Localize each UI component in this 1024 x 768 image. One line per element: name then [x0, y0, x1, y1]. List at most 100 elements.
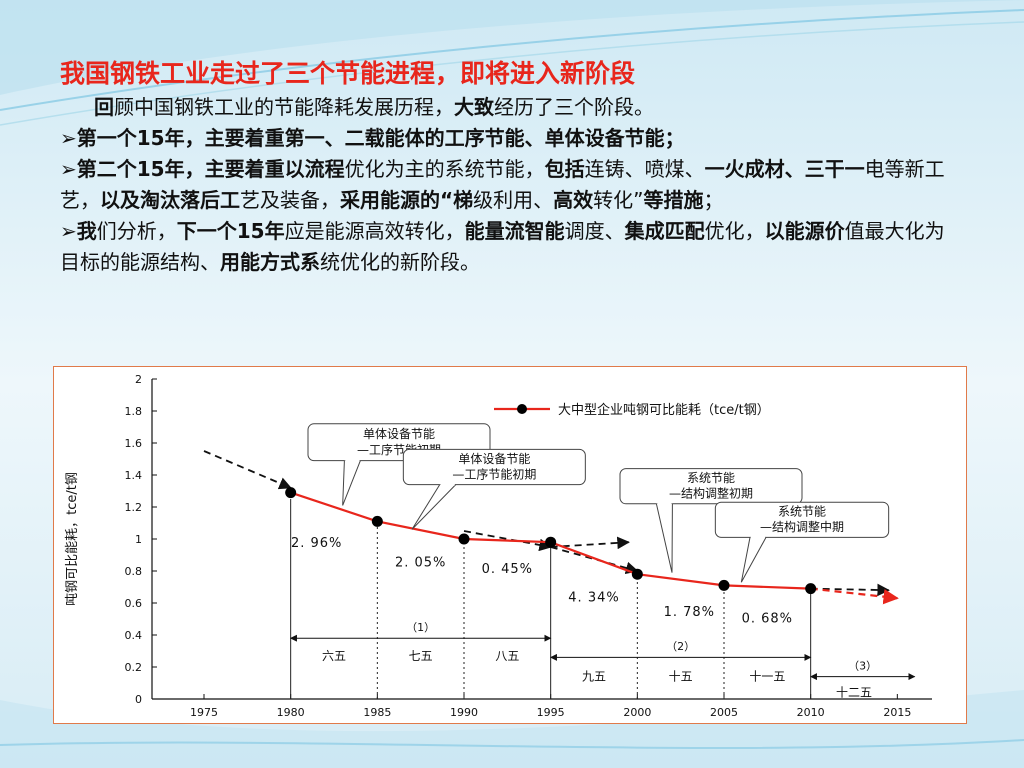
slide-body: 回顾中国钢铁工业的节能降耗发展历程，大致经历了三个阶段。 ➢第一个15年，主要着… [60, 92, 960, 278]
y-tick-label: 0.4 [125, 629, 143, 642]
series-forecast-line [810, 587, 899, 605]
callout-subtitle: —工序节能初期 [452, 466, 536, 481]
trend-arrow [203, 450, 292, 490]
five-year-plan-label: 十一五 [749, 670, 785, 684]
five-year-plan-label: 七五 [409, 649, 433, 663]
y-tick-label: 0.2 [125, 661, 143, 674]
x-tick-label: 2000 [623, 706, 651, 719]
bullet-2-bold-2: 包括 [544, 157, 585, 181]
rate-label: 0. 68% [742, 611, 793, 626]
callout-box [714, 501, 890, 538]
x-tick-label: 1995 [537, 706, 565, 719]
callout-title: 系统节能 [687, 471, 735, 485]
data-point [545, 536, 557, 548]
chart-frame: 0 0.2 0.4 0.6 0.8 1 1.2 1.4 1.6 1.8 2 1975 1980 1985 1… [53, 366, 967, 724]
x-tick-label: 1990 [450, 706, 478, 719]
bullet-1: ➢第一个15年，主要着重第一、二载能体的工序节能、单体设备节能； [60, 123, 960, 154]
intro-bold-2: 大致 [454, 95, 494, 119]
slide-title: 我国钢铁工业走过了三个节能进程，即将进入新阶段 [60, 59, 636, 88]
five-year-plan-label: 十五 [669, 670, 693, 684]
y-tick-label: 1.2 [125, 501, 143, 514]
period-label: （1） [406, 621, 435, 634]
data-point [631, 568, 643, 580]
callout-pointer [740, 537, 767, 583]
bullet-2-text-5: 级利用、 [473, 188, 554, 212]
bullet-arrow-icon: ➢ [60, 219, 77, 243]
y-tick-label: 0.8 [125, 565, 143, 578]
x-tick-label: 2015 [883, 706, 911, 719]
rate-label: 2. 05% [395, 555, 446, 570]
callout-pointer [655, 503, 673, 573]
bullet-3-bold-2: 下一个15年 [176, 219, 285, 243]
bullet-3-bold-5: 以能源价 [764, 219, 845, 243]
bullet-2-bold-1: 第二个15年，主要着重以流程 [76, 157, 345, 181]
x-tick-label: 1980 [277, 706, 305, 719]
y-tick-label: 1 [135, 533, 142, 546]
five-year-plan-label: 十二五 [836, 686, 872, 700]
rate-label: 0. 45% [482, 562, 533, 577]
x-tick-label: 1985 [363, 706, 391, 719]
callout-subtitle: —结构调整中期 [760, 519, 844, 534]
y-tick-label: 1.6 [125, 437, 143, 450]
bullet-3-bold-3: 能量流智能 [464, 219, 565, 243]
rate-label: 2. 96% [291, 536, 342, 551]
x-tick-label: 2010 [797, 706, 825, 719]
callout-box [402, 448, 586, 486]
y-tick-label: 1.4 [125, 469, 143, 482]
bullet-2-bold-6: 高效 [553, 188, 594, 212]
y-axis-title: 吨钢可比能耗，tce/t钢 [65, 472, 80, 606]
bullet-arrow-icon: ➢ [60, 126, 77, 150]
legend-marker [517, 404, 527, 414]
data-point [718, 579, 730, 591]
bullet-2-text-6: 转化” [593, 188, 644, 212]
x-tick-label: 2005 [710, 706, 738, 719]
callout-title: 单体设备节能 [458, 452, 530, 466]
five-year-plan-label: 八五 [495, 649, 519, 663]
callout-pointer [342, 460, 361, 506]
data-point [285, 487, 297, 499]
trend-arrow [810, 583, 890, 597]
bullet-3-bold-6: 用能方式系 [220, 250, 320, 274]
bullet-2-text-3: 电等新工艺， [60, 157, 945, 212]
bullet-2-text-1: 优化为主的系统节能， [344, 157, 545, 181]
y-tick-label: 0.6 [125, 597, 143, 610]
bullet-arrow-icon: ➢ [60, 157, 77, 181]
y-tick-label: 0 [135, 693, 142, 706]
callout-subtitle: —结构调整初期 [669, 485, 753, 500]
intro-text: 顾中国钢铁工业的节能降耗发展历程， [114, 95, 454, 119]
bullet-3: ➢我们分析，下一个15年应是能源高效转化，能量流智能调度、集成匹配优化，以能源价… [60, 216, 960, 278]
intro-text-2: 经历了三个阶段。 [494, 95, 654, 119]
y-tick-label: 2 [135, 373, 142, 386]
rate-label: 4. 34% [568, 591, 619, 606]
bullet-3-text-1: 们分析， [96, 219, 177, 243]
bullet-3-bold-1: 我 [76, 219, 97, 243]
bullet-3-text-4: 优化， [704, 219, 765, 243]
period-label: （3） [848, 659, 877, 672]
bullet-2-text-7: ； [703, 188, 724, 212]
rate-label: 1. 78% [664, 605, 715, 620]
five-year-plan-label: 六五 [322, 649, 346, 663]
data-point [458, 533, 470, 545]
bullet-2: ➢第二个15年，主要着重以流程优化为主的系统节能，包括连铸、喷煤、一火成材、三干… [60, 154, 960, 216]
five-year-plan-label: 九五 [582, 670, 606, 684]
bullet-3-bold-4: 集成匹配 [624, 219, 705, 243]
energy-consumption-chart: 0 0.2 0.4 0.6 0.8 1 1.2 1.4 1.6 1.8 2 1975 1980 1985 1… [65, 373, 932, 719]
bullet-1-text: 第一个15年，主要着重第一、二载能体的工序节能、单体设备节能； [76, 126, 685, 150]
callout-title: 系统节能 [778, 505, 826, 519]
callout-box [619, 468, 803, 505]
data-point [805, 583, 817, 595]
bullet-2-bold-3: 一火成材、三干一 [704, 157, 865, 181]
x-tick-label: 1975 [190, 706, 218, 719]
intro-paragraph: 回顾中国钢铁工业的节能降耗发展历程，大致经历了三个阶段。 [60, 92, 960, 123]
data-point [371, 515, 383, 527]
bullet-3-text-2: 应是能源高效转化， [284, 219, 465, 243]
trend-arrow [550, 546, 639, 575]
bullet-2-bold-4: 以及淘汰落后工 [100, 188, 240, 212]
callout-title: 单体设备节能 [363, 427, 435, 441]
bullet-3-text-6: 统优化的新阶段。 [320, 250, 480, 274]
intro-bold: 回 [94, 95, 114, 119]
bullet-2-bold-7: 等措施 [643, 188, 704, 212]
bullet-2-bold-5: 采用能源的“梯 [340, 188, 474, 212]
callout-pointer [411, 484, 457, 530]
bullet-2-text-2: 连铸、喷煤、 [584, 157, 705, 181]
